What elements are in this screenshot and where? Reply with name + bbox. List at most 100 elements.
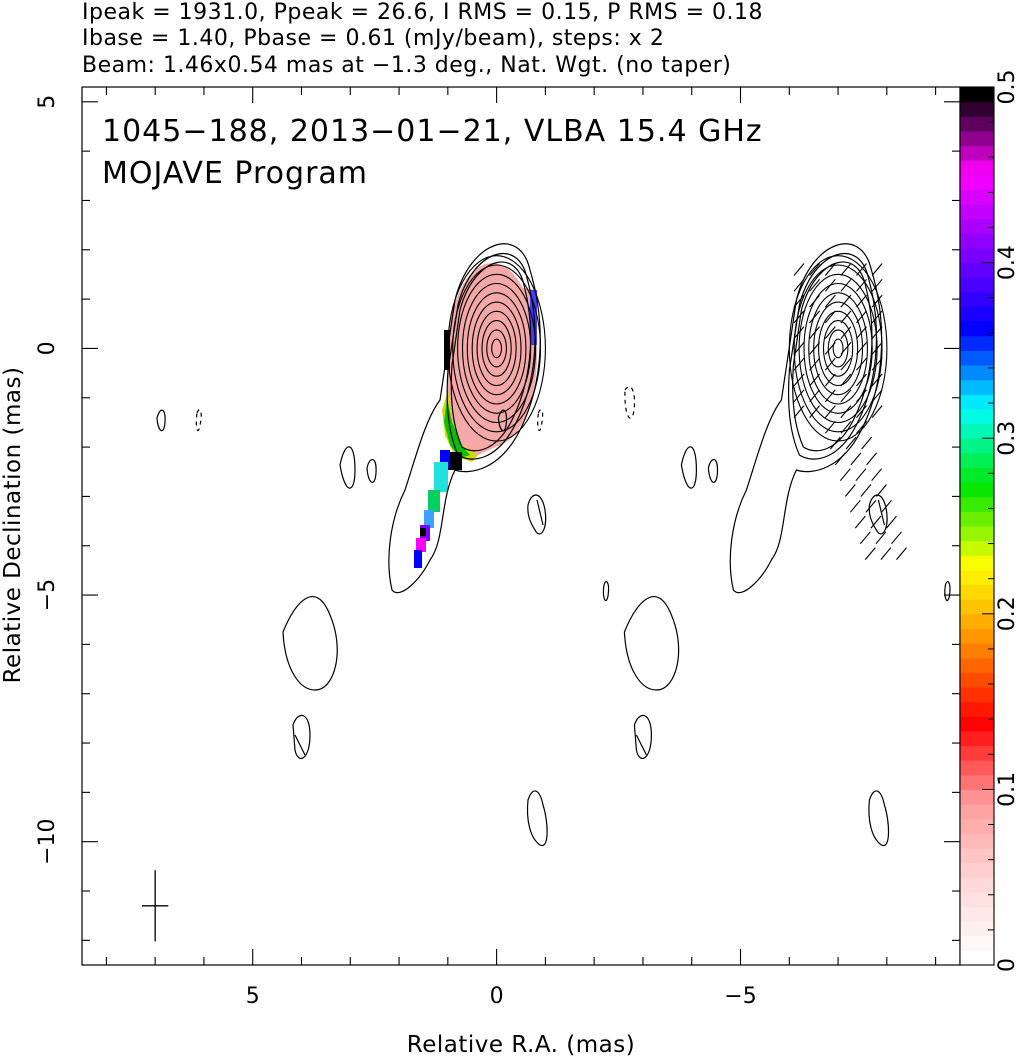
colorbar-segment xyxy=(960,87,994,103)
colorbar-segment xyxy=(960,789,994,805)
polarization-vector-76 xyxy=(881,499,892,513)
colorbar-segment xyxy=(960,408,994,425)
polarization-vector-51 xyxy=(840,389,852,403)
polarization-vector-40 xyxy=(824,357,836,371)
polarization-vectors xyxy=(793,263,907,560)
colorbar-segment xyxy=(960,555,994,571)
polarization-vector-66 xyxy=(829,436,841,450)
y-tick-label: 0 xyxy=(35,341,60,355)
colorbar-tick-label: 0.4 xyxy=(995,245,1020,280)
colorbar-segment xyxy=(960,701,994,717)
polarization-vector-84 xyxy=(859,531,871,545)
jet-blue-2 xyxy=(424,510,434,528)
polarization-vector-62 xyxy=(840,420,852,434)
hatch-line-left-1 xyxy=(536,499,544,526)
polarization-vector-60 xyxy=(793,405,805,418)
core-contour-left-2 xyxy=(452,264,542,433)
core-contour-left-6 xyxy=(471,301,522,396)
colorbar-segment xyxy=(960,716,994,732)
polarization-vector-11 xyxy=(809,278,821,292)
outer-contour-left xyxy=(388,243,541,594)
blob-contour-5 xyxy=(292,714,311,760)
colorbar-segment xyxy=(960,599,994,615)
y-tick-label: −10 xyxy=(35,818,60,864)
axis-tick-labels: 5 0 −5 5 0 −5 −10 xyxy=(35,95,757,1009)
polarization-vector-87 xyxy=(864,547,876,560)
contour-left-2 xyxy=(446,252,536,460)
polarization-vector-2 xyxy=(856,263,867,276)
polarization-vector-22 xyxy=(824,310,836,324)
polarization-vector-75 xyxy=(844,484,856,497)
jet-magenta-1 xyxy=(416,538,426,552)
colorbar: 0 0.1 0.2 0.3 0.4 0.5 xyxy=(959,70,1020,972)
colorbar-segment xyxy=(960,526,994,542)
core-contour-left-7 xyxy=(476,310,517,387)
colorbar-segment xyxy=(960,306,994,322)
polarization-vector-24 xyxy=(793,310,805,324)
edge-blue xyxy=(530,290,537,345)
polarization-vector-34 xyxy=(824,342,836,355)
colorbar-frame xyxy=(959,86,995,966)
core-contour-left-3 xyxy=(457,273,537,424)
polarization-vector-49 xyxy=(871,389,883,403)
polarization-vector-82 xyxy=(891,531,902,545)
polarization-vector-85 xyxy=(896,547,907,560)
colorbar-segment xyxy=(960,833,994,849)
polarization-vector-80 xyxy=(870,515,882,529)
polarization-vector-45 xyxy=(840,373,852,387)
core-contour-left-8 xyxy=(481,320,512,377)
colorbar-tick-label: 0.2 xyxy=(995,596,1020,631)
colorbar-segment xyxy=(960,438,994,454)
colorbar-segment xyxy=(960,233,994,249)
polarization-vector-71 xyxy=(855,468,867,482)
polarization-vector-56 xyxy=(856,405,867,418)
polarization-vector-18 xyxy=(793,294,805,308)
polarization-vector-26 xyxy=(856,326,867,339)
colorbar-segment xyxy=(960,189,994,205)
jet-cyan-1 xyxy=(434,462,448,492)
polarization-vector-31 xyxy=(871,342,883,355)
polarization-vector-23 xyxy=(809,310,821,324)
polarization-vector-20 xyxy=(856,310,867,324)
polarization-vector-9 xyxy=(840,278,852,292)
polarization-vector-32 xyxy=(856,342,867,355)
program-annotation: MOJAVE Program xyxy=(102,156,368,191)
colorbar-segment xyxy=(960,130,994,147)
jet-blue-3 xyxy=(414,550,422,568)
contour-left-3 xyxy=(450,261,532,452)
colorbar-tick-label: 0.3 xyxy=(995,421,1020,456)
polarization-vector-12 xyxy=(793,278,805,292)
core-contour-left-10 xyxy=(491,338,503,359)
polarization-vector-79 xyxy=(886,515,897,529)
blob-contour-2 xyxy=(339,446,356,489)
jet-blue-1 xyxy=(440,450,450,468)
jet-green-1 xyxy=(428,490,440,512)
polarization-vector-81 xyxy=(854,515,866,529)
colorbar-segment xyxy=(960,335,994,351)
polarization-vector-44 xyxy=(856,373,867,387)
polarization-vector-39 xyxy=(840,357,852,371)
polarization-vector-78 xyxy=(849,499,861,513)
polarization-vector-33 xyxy=(840,342,852,355)
polarization-vector-50 xyxy=(856,389,867,403)
axis-ticks xyxy=(82,87,960,965)
polarization-vector-29 xyxy=(809,326,821,339)
polarization-vector-83 xyxy=(875,531,887,545)
colorbar-segment xyxy=(960,511,994,527)
polarization-vector-1 xyxy=(871,263,883,276)
core-contour-left-5 xyxy=(466,292,527,405)
colorbar-segment xyxy=(960,174,994,190)
polarization-vector-55 xyxy=(871,405,883,418)
polarization-vector-58 xyxy=(824,405,836,418)
polarization-vector-61 xyxy=(856,420,868,434)
blob-contour-1 xyxy=(282,595,338,691)
polarization-vector-64 xyxy=(861,436,873,450)
blob-contour-7 xyxy=(526,790,548,846)
colorbar-segment xyxy=(960,218,994,234)
x-axis-label: Relative R.A. (mas) xyxy=(407,1032,635,1058)
polarization-vector-68 xyxy=(850,452,862,466)
y-tick-label: 5 xyxy=(35,95,60,109)
blob-contour-8 xyxy=(602,581,610,601)
colorbar-segment xyxy=(960,423,994,439)
